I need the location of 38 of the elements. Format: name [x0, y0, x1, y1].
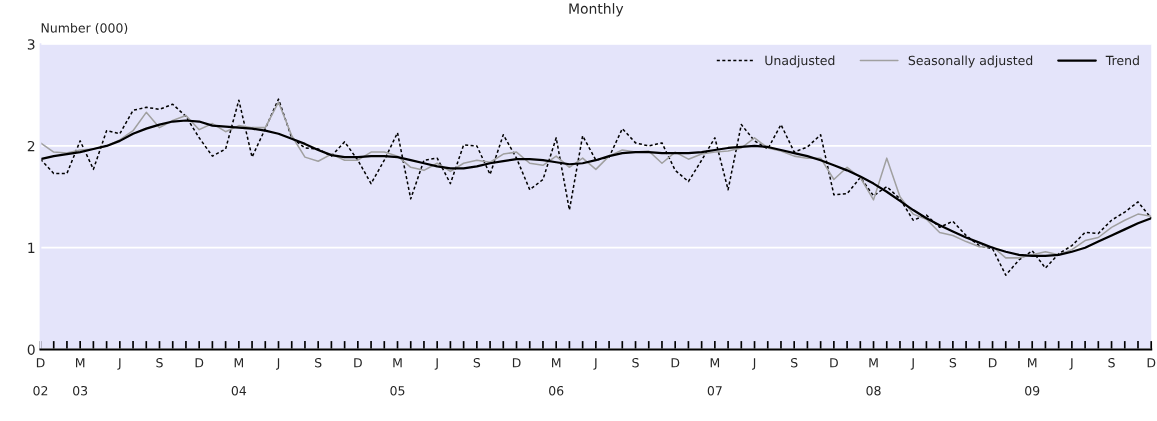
category-label: D 02 — [33, 358, 48, 396]
x-tick-label: J — [117, 358, 121, 370]
x-tick-label: S — [315, 357, 322, 368]
y-axis-title: Number (000) — [41, 22, 128, 35]
category-label: M 06 — [549, 358, 564, 396]
x-tick-label: D — [830, 358, 838, 368]
x-tick-label: J — [276, 358, 280, 370]
x-tick-label: D — [1147, 358, 1156, 368]
x-tick-label: S — [156, 357, 163, 368]
x-tick-label: S — [632, 357, 639, 368]
chart-title: Monthly — [569, 3, 624, 17]
category-label: M 05 — [390, 358, 405, 396]
x-tick-label: D — [195, 358, 204, 368]
category-label: M 03 — [73, 358, 88, 396]
category-label: M 07 — [707, 358, 722, 396]
y-tick-label: 3 — [27, 39, 35, 50]
y-tick-label: 2 — [27, 140, 35, 152]
x-tick-label: S — [949, 357, 957, 368]
x-tick-label: S — [791, 357, 798, 368]
x-tick-label: J — [434, 358, 438, 370]
category-label: M 08 — [866, 358, 881, 396]
y-tick-label: 1 — [28, 242, 35, 253]
x-tick-label: D — [988, 358, 997, 368]
x-tick-label: J — [593, 358, 597, 370]
x-tick-label: D — [354, 358, 362, 368]
x-tick-label: S — [1108, 357, 1115, 368]
legend-label: Seasonally adjusted — [908, 55, 1033, 68]
category-label: M 04 — [231, 358, 247, 396]
x-tick-label: J — [1069, 358, 1073, 370]
x-tick-label: D — [512, 358, 521, 368]
x-tick-label: D — [671, 358, 680, 368]
category-label: M 09 — [1025, 358, 1040, 396]
x-tick-label: J — [910, 358, 914, 370]
legend-label: Trend — [1105, 55, 1139, 66]
legend-label: Unadjusted — [765, 55, 835, 68]
x-tick-label: J — [752, 358, 756, 370]
x-tick-label: S — [473, 357, 481, 368]
y-tick-label: 0 — [27, 344, 35, 355]
